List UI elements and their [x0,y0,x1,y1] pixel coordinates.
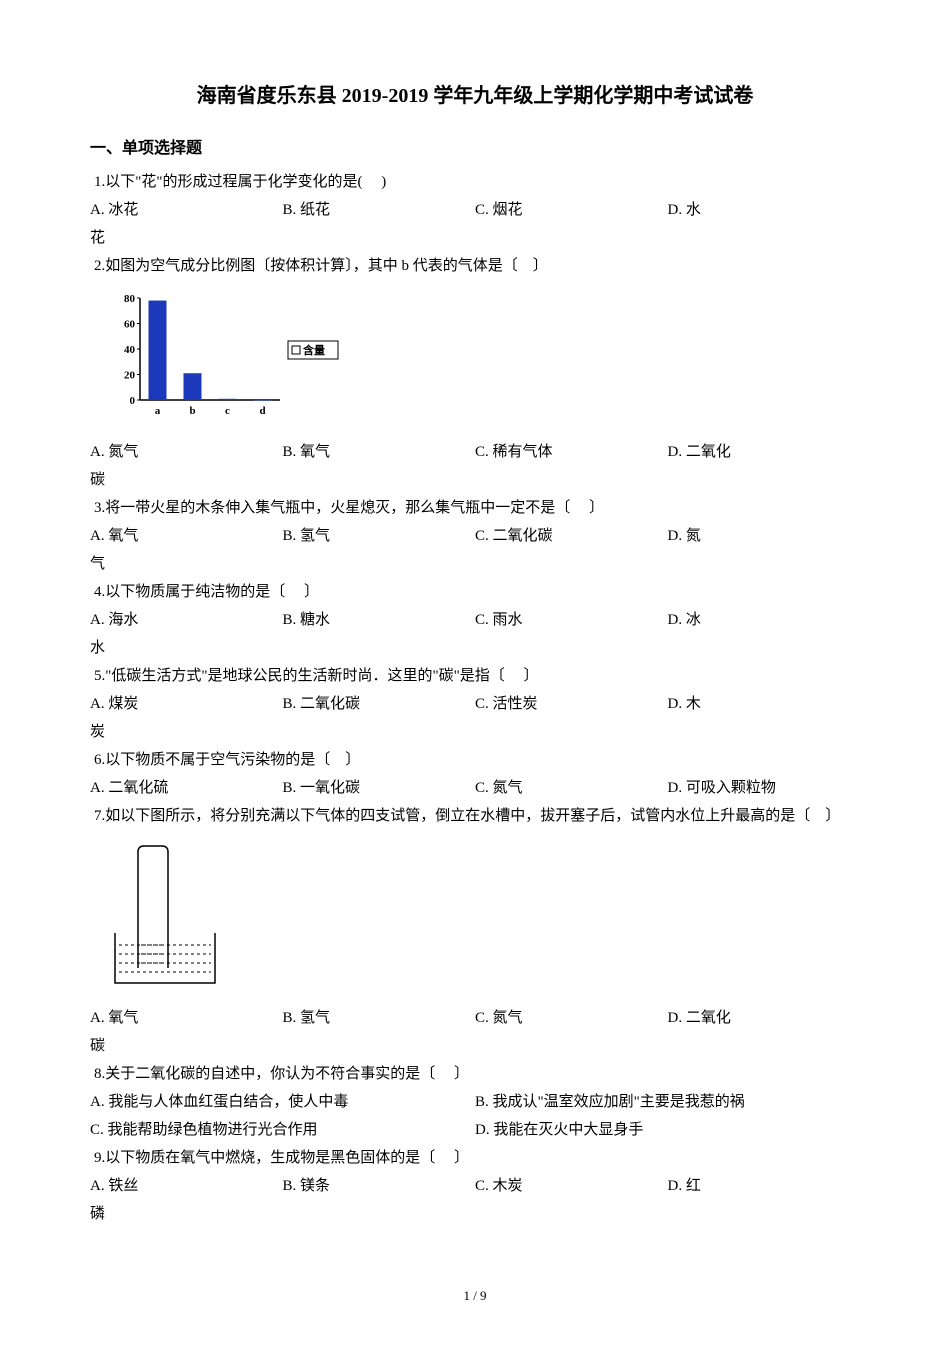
q4-optC: C. 雨水 [475,608,668,632]
q3-optB: B. 氢气 [283,524,476,548]
q1-text: 1.以下"花"的形成过程属于化学变化的是( ) [90,170,860,194]
q2-text: 2.如图为空气成分比例图〔按体积计算〕，其中 b 代表的气体是〔 〕 [90,254,860,278]
bar-chart-svg: 0 20 40 60 80 a b c d 含量 [110,290,350,420]
q5-wrap: 炭 [90,720,860,744]
q1-optD: D. 水 [668,198,861,222]
q1-optC: C. 烟花 [475,198,668,222]
q1-optA: A. 冰花 [90,198,283,222]
q5-optD: D. 木 [668,692,861,716]
q7-optC: C. 氮气 [475,1006,668,1030]
q3-wrap: 气 [90,552,860,576]
q7-optA: A. 氧气 [90,1006,283,1030]
q9-optD: D. 红 [668,1174,861,1198]
q4-optB: B. 糖水 [283,608,476,632]
q4-wrap: 水 [90,636,860,660]
tube-diagram-svg [110,838,220,988]
q7-text: 7.如以下图所示，将分别充满以下气体的四支试管，倒立在水槽中，拔开塞子后，试管内… [90,804,860,828]
q6-optD: D. 可吸入颗粒物 [668,776,861,800]
q6-optC: C. 氮气 [475,776,668,800]
svg-text:80: 80 [124,293,136,305]
svg-text:含量: 含量 [302,343,325,357]
q8-options-row2: C. 我能帮助绿色植物进行光合作用 D. 我能在灭火中大显身手 [90,1118,860,1142]
q4-options: A. 海水 B. 糖水 C. 雨水 D. 冰 [90,608,860,632]
svg-text:40: 40 [124,344,136,356]
q5-options: A. 煤炭 B. 二氧化碳 C. 活性炭 D. 木 [90,692,860,716]
q7-options: A. 氧气 B. 氢气 C. 氮气 D. 二氧化 [90,1006,860,1030]
q3-options: A. 氧气 B. 氢气 C. 二氧化碳 D. 氮 [90,524,860,548]
q8-text: 8.关于二氧化碳的自述中，你认为不符合事实的是〔 〕 [90,1062,860,1086]
q6-optB: B. 一氧化碳 [283,776,476,800]
q2-optD: D. 二氧化 [668,440,861,464]
q6-text: 6.以下物质不属于空气污染物的是〔 〕 [90,748,860,772]
q5-optB: B. 二氧化碳 [283,692,476,716]
q7-diagram [110,838,860,996]
q7-optB: B. 氢气 [283,1006,476,1030]
q9-optC: C. 木炭 [475,1174,668,1198]
q8-optC: C. 我能帮助绿色植物进行光合作用 [90,1118,475,1142]
q9-wrap: 磷 [90,1202,860,1226]
svg-text:60: 60 [124,318,136,330]
section-1-header: 一、单项选择题 [90,136,860,162]
q3-optA: A. 氧气 [90,524,283,548]
q1-wrap: 花 [90,226,860,250]
q5-text: 5."低碳生活方式"是地球公民的生活新时尚．这里的"碳"是指〔 〕 [90,664,860,688]
q7-wrap: 碳 [90,1034,860,1058]
q3-text: 3.将一带火星的木条伸入集气瓶中，火星熄灭，那么集气瓶中一定不是〔 〕 [90,496,860,520]
q5-optA: A. 煤炭 [90,692,283,716]
svg-text:b: b [189,405,195,417]
q1-optB: B. 纸花 [283,198,476,222]
svg-text:a: a [155,405,161,417]
svg-text:0: 0 [130,395,136,407]
page-number: 1 / 9 [90,1286,860,1307]
svg-text:c: c [225,405,230,417]
q8-optD: D. 我能在灭火中大显身手 [475,1118,860,1142]
q2-options: A. 氮气 B. 氧气 C. 稀有气体 D. 二氧化 [90,440,860,464]
q3-optC: C. 二氧化碳 [475,524,668,548]
q7-optD: D. 二氧化 [668,1006,861,1030]
svg-text:20: 20 [124,369,136,381]
q6-options: A. 二氧化硫 B. 一氧化碳 C. 氮气 D. 可吸入颗粒物 [90,776,860,800]
svg-text:d: d [259,405,265,417]
q5-optC: C. 活性炭 [475,692,668,716]
q8-optA: A. 我能与人体血红蛋白结合，使人中毒 [90,1090,475,1114]
q4-optA: A. 海水 [90,608,283,632]
q4-optD: D. 冰 [668,608,861,632]
page-title: 海南省度乐东县 2019-2019 学年九年级上学期化学期中考试试卷 [90,80,860,112]
q2-chart: 0 20 40 60 80 a b c d 含量 [110,290,860,428]
q9-optB: B. 镁条 [283,1174,476,1198]
q8-options-row1: A. 我能与人体血红蛋白结合，使人中毒 B. 我成认"温室效应加剧"主要是我惹的… [90,1090,860,1114]
q2-optC: C. 稀有气体 [475,440,668,464]
q8-optB: B. 我成认"温室效应加剧"主要是我惹的祸 [475,1090,860,1114]
q2-optB: B. 氧气 [283,440,476,464]
q6-optA: A. 二氧化硫 [90,776,283,800]
q3-optD: D. 氮 [668,524,861,548]
q9-options: A. 铁丝 B. 镁条 C. 木炭 D. 红 [90,1174,860,1198]
q9-text: 9.以下物质在氧气中燃烧，生成物是黑色固体的是〔 〕 [90,1146,860,1170]
q2-wrap: 碳 [90,468,860,492]
q2-optA: A. 氮气 [90,440,283,464]
q4-text: 4.以下物质属于纯洁物的是〔 〕 [90,580,860,604]
q1-options: A. 冰花 B. 纸花 C. 烟花 D. 水 [90,198,860,222]
q9-optA: A. 铁丝 [90,1174,283,1198]
